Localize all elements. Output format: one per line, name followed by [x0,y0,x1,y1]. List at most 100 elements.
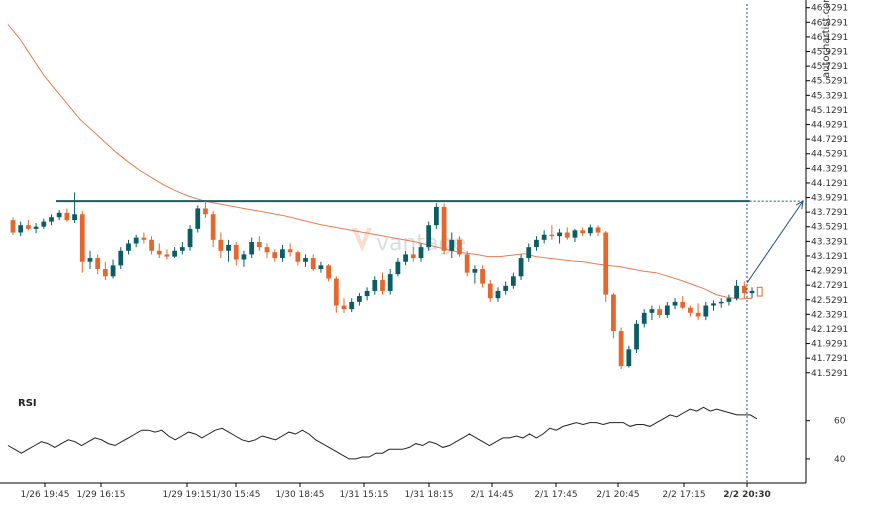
candle-body [688,307,693,313]
candle-body [372,279,378,291]
candle-body [410,254,416,259]
candle-body [87,258,93,262]
time-label-current: 2/2 20:30 [723,490,771,500]
price-tick-label: 46.3291 [811,18,848,28]
candle-body [295,252,301,262]
projection-arrow-line [746,200,804,284]
candle-body [41,221,47,227]
candle-body [95,258,101,270]
candle-body [364,290,370,297]
price-tick-label: 41.7291 [811,354,848,364]
candle-body [472,269,478,273]
candle-body [672,301,678,306]
candle-body [711,303,716,306]
candle-body [503,285,509,291]
candle-body [634,323,639,350]
candle-body [179,247,185,251]
candle-body [218,239,224,251]
candle-body [341,305,347,310]
candle-body [72,214,77,221]
candle-body [172,250,178,257]
candle-body [649,309,655,313]
candle-body [64,212,70,221]
rsi-panel: RSI 60 40 [7,398,846,465]
candle-body [264,247,270,253]
price-axis: 46.5291 46.3291 46.1291 45.9291 45.7291 45.52… [806,4,848,379]
time-tick-label: 1/29 16:15 [76,490,125,500]
candle-body [657,309,663,316]
candle-body [203,208,208,215]
candle-body [611,294,616,332]
candle-body [549,234,555,237]
candle-body [641,312,647,324]
candle-body [256,242,262,248]
candle-body [557,232,562,237]
candle-body [26,225,31,229]
price-tick-label: 43.9291 [811,194,848,204]
price-tick-label: 44.1291 [811,179,848,189]
price-tick-label: 44.3291 [811,164,848,174]
time-tick-label: 1/29 19:15 [162,490,211,500]
time-tick-label: 2/1 17:45 [534,490,577,500]
price-tick-label: 43.1291 [811,252,848,262]
candle-body [126,243,131,251]
candle-body [249,242,255,255]
candle-body [618,331,624,367]
rsi-line [7,406,758,460]
time-tick-label: 1/31 18:15 [404,490,453,500]
candle-body [534,239,539,248]
candle-body [326,265,332,279]
candle-body [33,226,39,229]
price-tick-label: 44.9291 [811,121,848,131]
candle-body [280,249,285,259]
candle-body [664,305,670,316]
candle-body [457,239,462,255]
candle-body [133,237,139,244]
candle-body [718,301,724,304]
candle-body [56,212,62,218]
candle-body [387,274,393,291]
candle-body [680,301,686,308]
candle-body [118,250,124,266]
candle-body [141,237,147,240]
candle-body [357,296,362,302]
price-tick-label: 46.1291 [811,33,848,43]
candle-body [433,206,439,226]
price-tick-label: 43.3291 [811,237,848,247]
candle-body [441,206,447,251]
candle-body [587,227,593,234]
candle-body [395,261,401,275]
price-tick-label: 45.3291 [811,91,848,101]
autochartist-watermark: autochartist.com [821,0,832,78]
candle-body [695,312,701,317]
candle-body [195,208,201,229]
candle-body [495,290,501,299]
price-tick-label: 45.5291 [811,77,848,87]
price-tick-label: 45.1291 [811,106,848,116]
candle-body [149,239,154,251]
price-tick-label: 44.7291 [811,135,848,145]
time-tick-label: 1/31 15:15 [339,490,388,500]
time-tick-label: 2/1 14:45 [470,490,513,500]
price-tick-label: 42.7291 [811,281,848,291]
moving-average-line [7,24,753,300]
rsi-tick-label: 60 [834,417,846,427]
candle-body [241,254,247,260]
projection-layer [746,4,804,483]
candle-body [226,244,231,251]
rsi-tick-label: 40 [834,455,846,465]
candle-body [572,230,578,238]
candle-body [564,232,570,238]
price-tick-label: 44.5291 [811,150,848,160]
candle-body [333,278,339,306]
candle-body [287,249,293,253]
candle-body [418,247,424,259]
candle-body [79,214,85,262]
price-tick-label: 43.5291 [811,223,848,233]
candle-body [480,269,485,284]
time-tick-label: 2/2 17:15 [662,490,705,500]
candle-body [380,279,385,291]
candle-body [403,254,408,262]
